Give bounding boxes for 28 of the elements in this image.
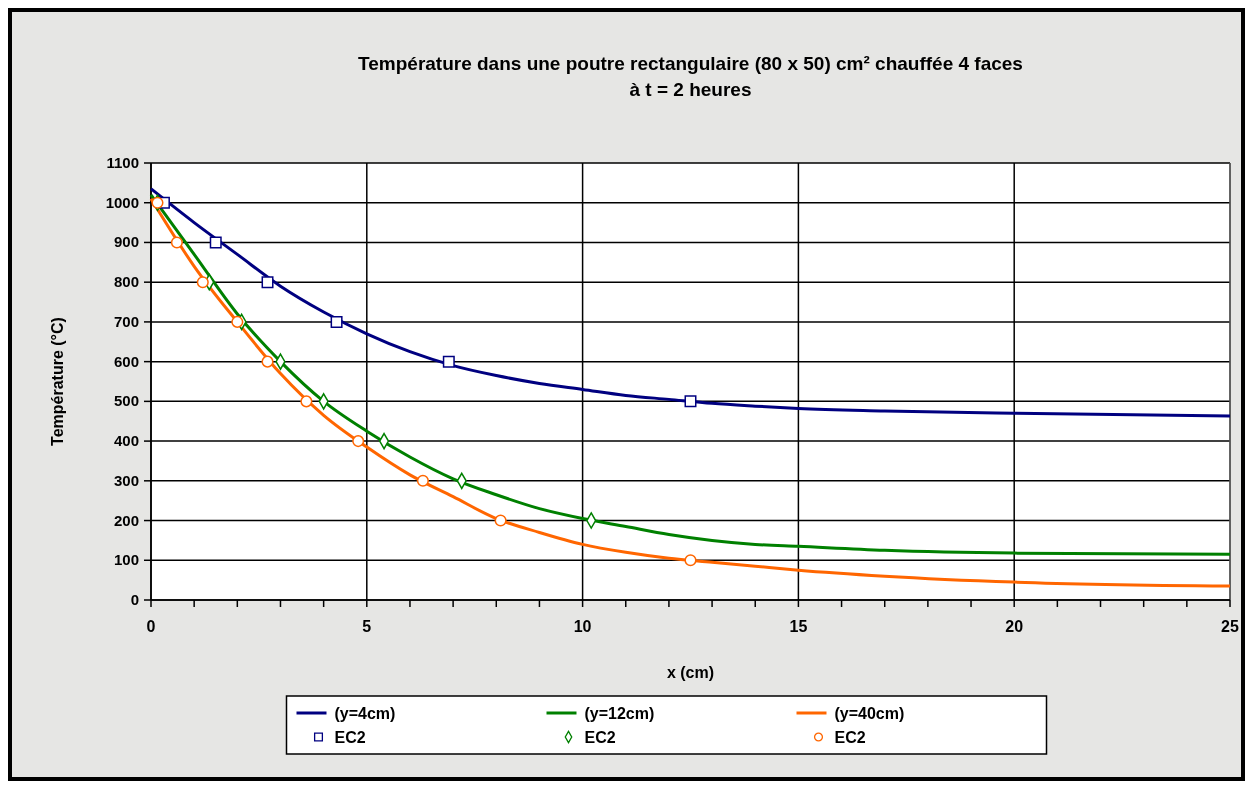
legend-label: EC2	[834, 729, 866, 746]
y-axis-title: Température (°C)	[49, 317, 66, 446]
legend-label: EC2	[334, 729, 366, 746]
legend-label: EC2	[584, 729, 616, 746]
x-tick-label: 25	[1221, 618, 1239, 635]
x-axis-title: x (cm)	[666, 664, 715, 681]
x-tick-label: 5	[362, 618, 372, 635]
x-tick-label: 0	[146, 618, 156, 635]
y-tick-label: 1000	[105, 193, 139, 211]
chart-subtitle: à t = 2 heures	[629, 79, 752, 100]
y-tick-label: 100	[113, 551, 139, 569]
y-tick-label: 200	[113, 511, 139, 529]
legend-label: (y=40cm)	[834, 705, 905, 722]
y-tick-label: 600	[113, 352, 139, 370]
y-tick-label: 0	[130, 591, 139, 608]
legend-label: (y=12cm)	[584, 705, 655, 722]
x-tick-label: 15	[789, 618, 808, 635]
y-tick-label: 800	[113, 273, 139, 291]
y-tick-label: 900	[113, 233, 139, 251]
chart-title: Température dans une poutre rectangulaire (80 x 50) cm² chauffée 4 faces	[358, 53, 1023, 74]
x-tick-label: 10	[573, 618, 592, 635]
legend-label: (y=4cm)	[334, 705, 396, 722]
y-tick-label: 500	[113, 392, 139, 410]
y-tick-label: 400	[113, 432, 139, 450]
y-tick-label: 700	[113, 312, 139, 330]
x-tick-label: 20	[1005, 618, 1024, 635]
y-tick-label: 1100	[106, 154, 139, 171]
y-tick-label: 300	[113, 471, 139, 489]
